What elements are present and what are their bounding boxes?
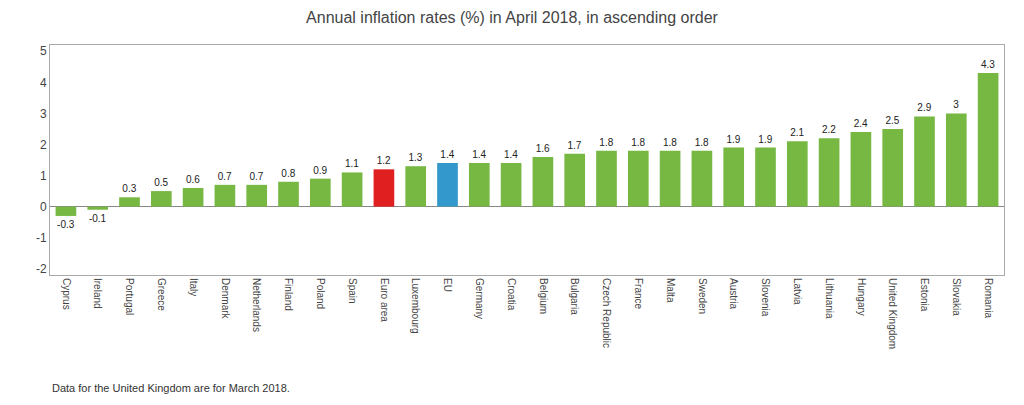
svg-text:Slovakia: Slovakia [951, 278, 962, 316]
svg-text:-2: -2 [36, 262, 47, 276]
svg-text:1.4: 1.4 [472, 149, 486, 160]
svg-text:0.6: 0.6 [186, 174, 200, 185]
svg-text:Czech Republic: Czech Republic [601, 278, 612, 348]
svg-text:Greece: Greece [156, 278, 167, 311]
svg-text:Euro area: Euro area [379, 278, 390, 322]
svg-text:1.3: 1.3 [409, 152, 423, 163]
svg-text:1.8: 1.8 [631, 137, 645, 148]
svg-text:0.3: 0.3 [122, 183, 136, 194]
svg-text:Cyprus: Cyprus [61, 278, 72, 310]
svg-text:Malta: Malta [665, 278, 676, 303]
svg-text:2.9: 2.9 [917, 102, 931, 113]
svg-text:Germany: Germany [474, 278, 485, 319]
svg-text:1.9: 1.9 [727, 134, 741, 145]
svg-text:3: 3 [40, 107, 47, 121]
svg-text:Ireland: Ireland [92, 278, 103, 309]
svg-text:2: 2 [40, 138, 47, 152]
svg-text:-0.1: -0.1 [89, 213, 107, 224]
svg-text:France: France [633, 278, 644, 310]
svg-text:Estonia: Estonia [919, 278, 930, 312]
svg-text:Lithuania: Lithuania [824, 278, 835, 319]
svg-text:Data for the United Kingdom ar: Data for the United Kingdom are for Marc… [52, 382, 290, 394]
svg-text:1.4: 1.4 [504, 149, 518, 160]
svg-text:4.3: 4.3 [981, 59, 995, 70]
svg-text:Croatia: Croatia [506, 278, 517, 311]
svg-text:2.2: 2.2 [822, 124, 836, 135]
svg-text:2.4: 2.4 [854, 118, 868, 129]
svg-text:1.8: 1.8 [695, 137, 709, 148]
svg-text:0.9: 0.9 [313, 165, 327, 176]
svg-text:2.1: 2.1 [790, 127, 804, 138]
svg-text:1.4: 1.4 [440, 149, 454, 160]
svg-text:1.2: 1.2 [377, 155, 391, 166]
svg-text:Slovenia: Slovenia [760, 278, 771, 317]
svg-text:0.5: 0.5 [154, 177, 168, 188]
svg-text:1.6: 1.6 [536, 143, 550, 154]
svg-text:Italy: Italy [188, 278, 199, 296]
svg-text:Netherlands: Netherlands [251, 278, 262, 332]
svg-text:Bulgaria: Bulgaria [569, 278, 580, 315]
svg-text:-0.3: -0.3 [57, 219, 75, 230]
svg-text:Latvia: Latvia [792, 278, 803, 305]
svg-text:EU: EU [442, 278, 453, 292]
svg-text:Poland: Poland [315, 278, 326, 309]
svg-text:Sweden: Sweden [697, 278, 708, 314]
svg-text:1: 1 [40, 169, 47, 183]
svg-text:1.8: 1.8 [599, 137, 613, 148]
svg-text:Denmark: Denmark [220, 278, 231, 320]
svg-text:2.5: 2.5 [886, 115, 900, 126]
svg-text:5: 5 [40, 44, 47, 58]
svg-text:Romania: Romania [983, 278, 994, 318]
svg-text:0.8: 0.8 [281, 168, 295, 179]
svg-text:1.1: 1.1 [345, 158, 359, 169]
svg-text:1.7: 1.7 [568, 140, 582, 151]
svg-text:Spain: Spain [347, 278, 358, 304]
svg-text:1.8: 1.8 [663, 137, 677, 148]
svg-text:1.9: 1.9 [758, 134, 772, 145]
svg-text:4: 4 [40, 76, 47, 90]
svg-text:Luxembourg: Luxembourg [410, 278, 421, 334]
svg-text:Annual inflation rates (%) in: Annual inflation rates (%) in April 2018… [306, 9, 718, 26]
svg-text:0: 0 [40, 200, 47, 214]
svg-text:Austria: Austria [728, 278, 739, 310]
svg-text:3: 3 [953, 99, 959, 110]
svg-text:Belgium: Belgium [538, 278, 549, 314]
svg-text:0.7: 0.7 [218, 171, 232, 182]
svg-text:Portugal: Portugal [124, 278, 135, 315]
svg-text:Hungary: Hungary [856, 278, 867, 316]
svg-text:United Kingdom: United Kingdom [887, 278, 898, 349]
svg-text:-1: -1 [36, 231, 47, 245]
svg-text:0.7: 0.7 [250, 171, 264, 182]
svg-text:Finland: Finland [283, 278, 294, 311]
